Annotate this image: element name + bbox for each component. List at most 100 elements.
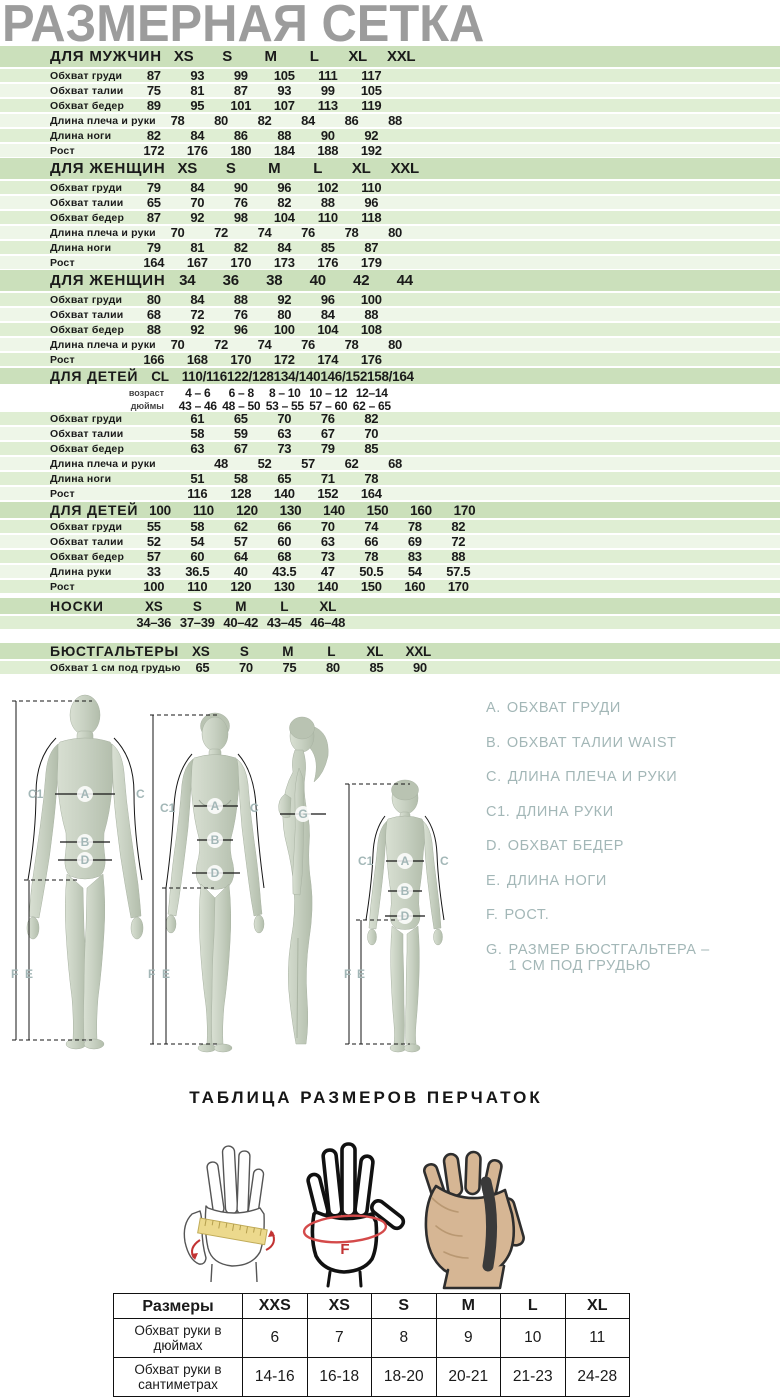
cell-value: 96: [320, 292, 335, 307]
cell-value: 179: [360, 255, 382, 270]
cell-value: 82: [364, 411, 379, 426]
row-label: Обхват талии: [50, 308, 124, 321]
cell-value: 57: [233, 534, 248, 549]
table-title: НОСКИ: [50, 598, 104, 614]
cell-value: 70: [320, 519, 335, 534]
column-header: XS: [306, 1293, 372, 1319]
legend-key: E.: [486, 872, 501, 889]
table-row: Обхват талии 52 54 57 60 63 66 69 72: [0, 534, 780, 549]
column-header: L: [327, 643, 336, 659]
cell-value: 104: [273, 210, 295, 225]
cell-value: 100: [360, 292, 382, 307]
cell-value: 51: [190, 471, 205, 486]
cell-value: 79: [320, 441, 335, 456]
table-row: Обхват груди 87 93 99 105 111 117: [0, 68, 780, 83]
cell-value: 76: [301, 225, 315, 240]
measure-label-b: B: [401, 884, 410, 898]
cell-value: 43.5: [272, 564, 297, 579]
cell-value: 96: [233, 322, 248, 337]
column-header: XL: [564, 1293, 630, 1319]
cell-value: 11: [564, 1318, 630, 1358]
cell-value: 110: [187, 579, 208, 594]
column-header: M: [268, 160, 281, 177]
legend-item: C. ДЛИНА ПЛЕЧА И РУКИ: [486, 769, 721, 785]
column-header: M: [235, 598, 247, 614]
legend-item: E. ДЛИНА НОГИ: [486, 873, 721, 889]
cell-value: 88: [320, 195, 335, 210]
cell-value: 188: [317, 143, 339, 158]
table-row: Длина руки 33 36.5 40 43.5 47 50.5 54 57.5: [0, 564, 780, 579]
table-row: Рост 116 128 140 152 164: [0, 486, 780, 501]
measurement-legend: A. ОБХВАТ ГРУДИ B. ОБХВАТ ТАЛИИ WAIST C. ДЛИН…: [486, 700, 721, 992]
cell-value: 120: [230, 579, 252, 594]
legend-text: РАЗМЕР БЮСТГАЛЬТЕРА – 1 СМ ПОД ГРУДЬЮ: [508, 941, 710, 974]
table-row: Длина плеча и руки 78 80 82 84 86 88: [0, 113, 780, 128]
cell-value: 84: [301, 113, 315, 128]
cell-value: 6 – 8: [228, 385, 254, 400]
row-label: Длина ноги: [50, 129, 112, 142]
figure-woman-side: G: [278, 716, 329, 1045]
cell-value: 84: [190, 128, 205, 143]
column-header: 134/140: [273, 368, 321, 384]
cell-value: 63: [190, 441, 205, 456]
column-header: XS: [177, 160, 198, 177]
column-header: L: [313, 160, 323, 177]
column-header: M: [282, 643, 294, 659]
column-header: XL: [348, 48, 367, 65]
column-header: 130: [279, 502, 302, 518]
measure-label-d: D: [401, 909, 410, 923]
table-row: ДЛЯ ЖЕНЩИН 34 36 38 40 42 44: [0, 270, 780, 291]
cell-value: 75: [282, 660, 297, 675]
cell-value: 88: [233, 292, 248, 307]
cell-value: 43–45: [266, 615, 302, 630]
cell-value: 8 – 10: [268, 385, 301, 400]
cell-value: 82: [451, 519, 466, 534]
cell-value: 117: [361, 68, 382, 83]
legend-key: D.: [486, 838, 502, 854]
cell-value: 192: [360, 143, 382, 158]
cell-value: 57: [301, 456, 315, 471]
measure-label-d: D: [211, 866, 220, 880]
table-row: ДЛЯ ЖЕНЩИН XS S M L XL XXL: [0, 158, 780, 179]
cell-value: 107: [273, 98, 295, 113]
cell-value: 48 – 50: [222, 398, 261, 413]
cell-value: 80: [325, 660, 340, 675]
measure-label-e: E: [25, 967, 33, 981]
column-header: 110/116: [181, 368, 228, 384]
cell-value: 76: [320, 411, 335, 426]
row-label: Длина плеча и руки: [50, 226, 156, 239]
cell-value: 130: [273, 579, 295, 594]
column-header: 122/128: [226, 368, 274, 384]
subrow-label: возраст: [128, 387, 164, 398]
cell-value: 62: [233, 519, 248, 534]
table-row: Обхват бедер 87 92 98 104 110 118: [0, 210, 780, 225]
cell-value: 84: [320, 307, 335, 322]
legend-key: F.: [486, 907, 499, 923]
row-label: Обхват 1 см под грудью: [50, 661, 181, 674]
glove-section-title: ТАБЛИЦА РАЗМЕРОВ ПЕРЧАТОК: [189, 1088, 543, 1107]
table-title: ДЛЯ ЖЕНЩИН: [50, 160, 166, 177]
cell-value: 89: [146, 98, 161, 113]
cell-value: 67: [233, 441, 248, 456]
row-label: Обхват талии: [50, 427, 124, 440]
cell-value: 80: [214, 113, 228, 128]
glove-icon: [422, 1150, 525, 1290]
cell-value: 65: [233, 411, 248, 426]
cell-value: 98: [233, 210, 248, 225]
table-row: БЮСТГАЛЬТЕРЫ XS S M L XL XXL: [0, 643, 780, 659]
cell-value: 46–48: [310, 615, 346, 630]
column-header: 42: [353, 272, 370, 289]
cell-value: 63: [277, 426, 292, 441]
cell-value: 93: [277, 83, 292, 98]
column-header: 34: [179, 272, 196, 289]
measure-label-c1: C1: [160, 801, 176, 815]
cell-value: 20-21: [435, 1357, 501, 1397]
cell-value: 78: [407, 519, 422, 534]
row-label: Обхват руки в дюймах: [113, 1318, 243, 1358]
table-row: Обхват талии 68 72 76 80 84 88: [0, 307, 780, 322]
cell-value: 174: [317, 352, 339, 367]
column-header: S: [192, 598, 202, 614]
cell-value: 87: [233, 83, 248, 98]
cell-value: 70: [238, 660, 253, 675]
legend-key: C.: [486, 769, 502, 785]
